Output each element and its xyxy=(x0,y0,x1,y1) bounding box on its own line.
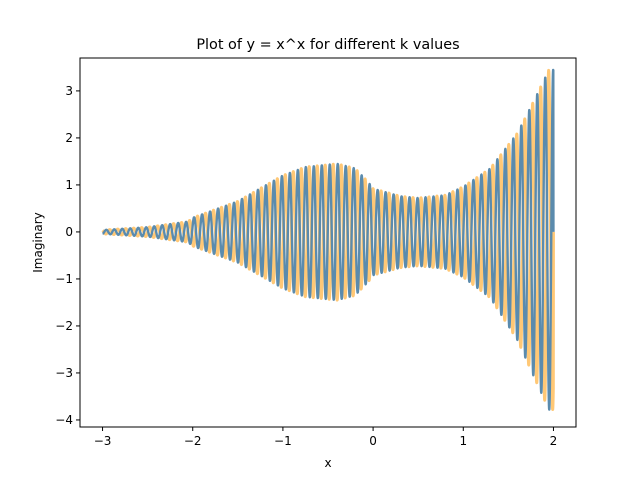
y-tick-label: −3 xyxy=(55,366,73,380)
x-tick-label: 0 xyxy=(369,434,377,448)
chart-title: Plot of y = x^x for different k values xyxy=(196,37,459,53)
x-tick-label: 1 xyxy=(459,434,467,448)
y-tick-label: −2 xyxy=(55,319,73,333)
y-tick-label: −1 xyxy=(55,272,73,286)
x-tick-label: −1 xyxy=(274,434,292,448)
y-tick-label: 0 xyxy=(65,225,73,239)
x-axis: −3 −2 −1 0 1 2 xyxy=(94,427,558,448)
y-tick-label: 1 xyxy=(65,178,73,192)
plot-frame xyxy=(79,57,577,428)
x-tick-label: −3 xyxy=(94,434,112,448)
x-axis-label: x xyxy=(324,456,331,470)
y-axis-label: Imaginary xyxy=(31,212,45,273)
y-axis: −4 −3 −2 −1 0 1 2 3 xyxy=(55,84,80,427)
x-tick-label: −2 xyxy=(184,434,202,448)
y-tick-label: 2 xyxy=(65,131,73,145)
y-tick-label: −4 xyxy=(55,413,73,427)
series-layer xyxy=(101,68,555,411)
series-line-2 xyxy=(101,68,555,411)
x-tick-label: 2 xyxy=(550,434,558,448)
y-tick-label: 3 xyxy=(65,84,73,98)
